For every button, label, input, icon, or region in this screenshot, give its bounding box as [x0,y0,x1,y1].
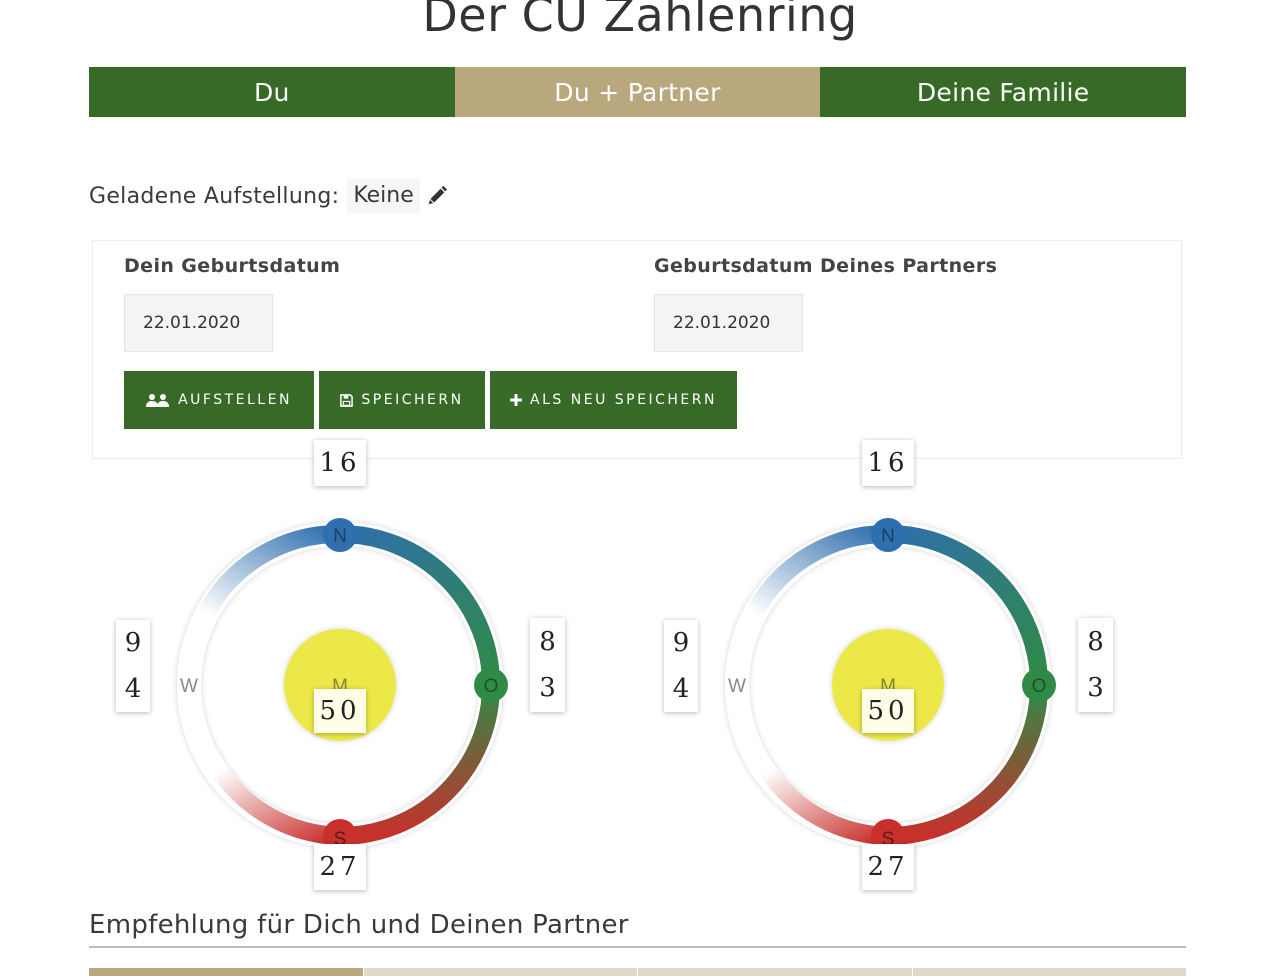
birthdate-input[interactable] [124,294,273,352]
speichern-button[interactable]: SPEICHERN [319,371,485,429]
als-neu-speichern-button-label: ALS NEU SPEICHERN [530,392,717,408]
loaded-setup-label: Geladene Aufstellung: [89,183,340,209]
partner-birthdate-label: Geburtsdatum Deines Partners [654,255,998,277]
birthdate-label: Dein Geburtsdatum [124,255,341,277]
north-number: 16 [862,440,914,486]
west-number-bottom: 4 [124,674,142,704]
west-number: 9 4 [664,620,698,712]
ring-graphic: N O S W M [177,518,508,853]
plus-icon [510,394,523,406]
tab-bar: Du Du + Partner Deine Familie [89,67,1187,117]
center-number: 50 [862,689,914,733]
aufstellen-button[interactable]: AUFSTELLEN [124,371,314,429]
east-number: 8 3 [1078,618,1113,712]
recommendation-tab-strip [89,968,1186,976]
south-number: 27 [862,844,914,890]
number-ring-partner: N O S W M 16 50 27 9 4 8 3 [638,440,1158,890]
tab-du[interactable]: Du [89,67,455,117]
tab-deine-familie[interactable]: Deine Familie [820,67,1187,117]
west-number-top: 9 [672,628,690,658]
south-number: 27 [314,844,366,890]
recommendation-title: Empfehlung für Dich und Deinen Partner [89,910,1186,948]
speichern-button-label: SPEICHERN [361,392,464,408]
tab-du-partner[interactable]: Du + Partner [454,67,821,117]
loaded-setup-value[interactable]: Keine [347,179,420,213]
loaded-setup-row: Geladene Aufstellung: Keine [89,178,448,214]
recommendation-tab[interactable] [89,968,363,976]
partner-birthdate-input[interactable] [654,294,803,352]
west-number: 9 4 [116,620,150,712]
birthdate-form-panel: Dein Geburtsdatum Geburtsdatum Deines Pa… [92,240,1182,459]
users-icon [146,394,170,407]
east-number-bottom: 3 [539,673,556,703]
recommendation-tab[interactable] [911,968,1186,976]
als-neu-speichern-button[interactable]: ALS NEU SPEICHERN [490,371,737,429]
east-number-top: 8 [539,627,556,657]
ring-graphic: N O S W M [725,518,1056,853]
east-label: O [484,676,499,697]
number-ring-you: N O S W M 16 50 27 9 4 8 3 [90,440,610,890]
west-label: W [728,676,746,697]
floppy-disk-icon [340,393,354,407]
recommendation-tab[interactable] [362,968,637,976]
recommendation-tab[interactable] [637,968,912,976]
north-label: N [333,526,347,547]
page-title: Der CU Zahlenring [422,0,858,42]
west-number-bottom: 4 [672,674,690,704]
pencil-icon[interactable] [426,185,448,207]
east-number: 8 3 [530,618,565,712]
west-label: W [180,676,198,697]
north-label: N [881,526,895,547]
center-number: 50 [314,689,366,733]
west-number-top: 9 [124,628,142,658]
east-number-bottom: 3 [1087,673,1104,703]
east-number-top: 8 [1087,627,1104,657]
aufstellen-button-label: AUFSTELLEN [178,392,292,408]
north-number: 16 [314,440,366,486]
east-label: O [1032,676,1047,697]
